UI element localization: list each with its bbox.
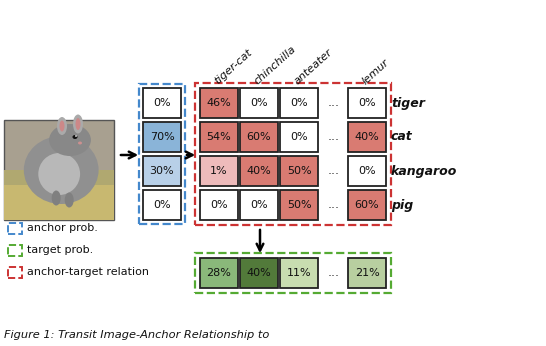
Bar	[143, 156, 181, 186]
Bar	[348, 258, 386, 288]
Text: 21%: 21%	[354, 268, 379, 278]
Ellipse shape	[60, 120, 64, 131]
Text: 0%: 0%	[250, 98, 268, 108]
Bar	[200, 156, 238, 186]
Text: tiger: tiger	[391, 97, 425, 109]
Bar	[280, 190, 318, 220]
Text: 60%: 60%	[355, 200, 379, 210]
Bar	[200, 190, 238, 220]
Bar	[8, 266, 22, 277]
Text: 50%: 50%	[287, 166, 311, 176]
Text: 60%: 60%	[247, 132, 271, 142]
Bar	[240, 258, 278, 288]
Bar	[143, 190, 181, 220]
Bar	[139, 84, 185, 224]
Text: 0%: 0%	[358, 166, 376, 176]
Bar	[143, 122, 181, 152]
Text: 11%: 11%	[287, 268, 311, 278]
Bar	[8, 222, 22, 234]
Bar	[240, 190, 278, 220]
Text: ...: ...	[328, 266, 340, 280]
Text: kangaroo: kangaroo	[391, 164, 458, 177]
Text: tiger-cat: tiger-cat	[212, 47, 254, 86]
Text: cat: cat	[391, 130, 413, 144]
Text: 0%: 0%	[358, 98, 376, 108]
Text: 1%: 1%	[210, 166, 228, 176]
Bar	[195, 83, 391, 225]
Bar	[348, 190, 386, 220]
Text: ...: ...	[328, 130, 340, 144]
Text: 0%: 0%	[153, 200, 171, 210]
Text: 46%: 46%	[206, 98, 232, 108]
Ellipse shape	[73, 115, 83, 134]
Ellipse shape	[75, 135, 77, 137]
Text: 0%: 0%	[290, 132, 308, 142]
Text: anchor-target relation: anchor-target relation	[27, 267, 149, 277]
Text: anchor prob.: anchor prob.	[27, 223, 98, 233]
Text: 40%: 40%	[247, 268, 271, 278]
Text: target prob.: target prob.	[27, 245, 93, 255]
Text: 0%: 0%	[153, 98, 171, 108]
Bar	[240, 156, 278, 186]
Bar	[200, 88, 238, 118]
Bar	[4, 170, 114, 185]
Bar	[348, 122, 386, 152]
Ellipse shape	[57, 117, 67, 135]
Ellipse shape	[52, 191, 61, 206]
Bar	[8, 245, 22, 255]
Text: 0%: 0%	[250, 200, 268, 210]
Text: 54%: 54%	[206, 132, 232, 142]
Bar	[200, 122, 238, 152]
Text: lemur: lemur	[360, 57, 391, 86]
Text: 50%: 50%	[287, 200, 311, 210]
Bar	[4, 120, 114, 220]
Text: 0%: 0%	[290, 98, 308, 108]
Bar	[280, 258, 318, 288]
Bar	[200, 258, 238, 288]
Ellipse shape	[64, 192, 74, 208]
Ellipse shape	[49, 124, 91, 156]
Ellipse shape	[38, 153, 80, 195]
Ellipse shape	[24, 136, 99, 204]
Text: ...: ...	[328, 97, 340, 109]
Bar	[240, 88, 278, 118]
Bar	[143, 88, 181, 118]
Ellipse shape	[73, 135, 78, 139]
Ellipse shape	[75, 118, 80, 130]
Text: pig: pig	[391, 199, 413, 211]
Text: Figure 1: Transit Image-Anchor Relationship to: Figure 1: Transit Image-Anchor Relations…	[4, 330, 269, 340]
Text: 40%: 40%	[247, 166, 271, 176]
Bar	[195, 253, 391, 293]
Text: ...: ...	[328, 199, 340, 211]
Text: 28%: 28%	[206, 268, 232, 278]
Text: chinchilla: chinchilla	[252, 43, 298, 86]
Bar	[280, 88, 318, 118]
Text: ...: ...	[328, 164, 340, 177]
Bar	[348, 156, 386, 186]
Text: 40%: 40%	[354, 132, 379, 142]
Text: 0%: 0%	[210, 200, 228, 210]
Bar	[240, 122, 278, 152]
Bar	[280, 156, 318, 186]
Bar	[280, 122, 318, 152]
Bar	[348, 88, 386, 118]
Bar	[4, 185, 114, 220]
Text: 70%: 70%	[150, 132, 174, 142]
Text: anteater: anteater	[292, 46, 335, 86]
Text: 30%: 30%	[150, 166, 174, 176]
Ellipse shape	[78, 142, 82, 145]
